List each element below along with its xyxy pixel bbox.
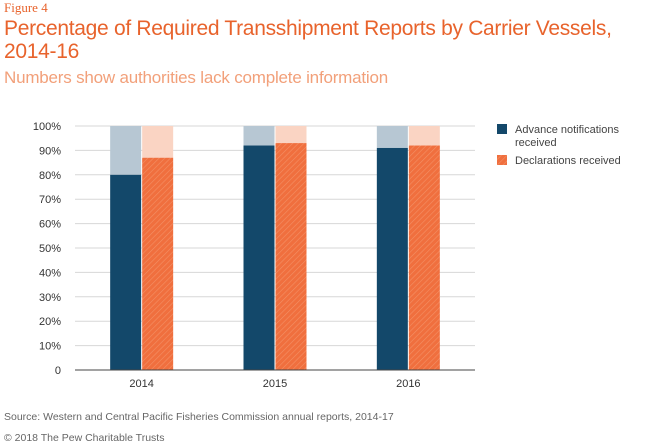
copyright-note: © 2018 The Pew Charitable Trusts	[4, 432, 165, 444]
bar-advance-notifications	[110, 174, 142, 370]
y-tick-label: 30%	[39, 292, 61, 304]
y-tick-label: 20%	[39, 316, 61, 328]
x-tick-label: 2016	[396, 378, 420, 390]
y-tick-label: 90%	[39, 145, 61, 157]
figure-label: Figure 4	[4, 0, 48, 15]
bars	[110, 126, 440, 370]
bar-advance-notifications	[243, 145, 275, 370]
bar-declarations-remainder	[408, 126, 440, 146]
bar-declarations	[408, 145, 440, 370]
bar-advance-remainder	[243, 126, 275, 146]
y-tick-label: 100%	[33, 121, 61, 133]
y-tick-label: 50%	[39, 243, 61, 255]
gridlines	[75, 125, 475, 347]
chart-title: Percentage of Required Transshipment Rep…	[4, 17, 612, 63]
bar-advance-notifications	[376, 147, 408, 370]
y-tick-label: 60%	[39, 219, 61, 231]
bar-declarations	[142, 157, 174, 370]
legend-swatch-advance	[497, 124, 507, 134]
legend-label-declarations: Declarations received	[515, 155, 621, 167]
bar-declarations-remainder	[275, 126, 307, 144]
y-tick-label: 80%	[39, 170, 61, 182]
y-tick-label: 10%	[39, 341, 61, 353]
legend: Advance notifications received Declaration…	[497, 124, 621, 167]
y-tick-label: 0	[55, 365, 61, 377]
bar-advance-remainder	[376, 126, 408, 148]
bar-declarations	[275, 143, 307, 370]
source-note: Source: Western and Central Pacific Fish…	[4, 411, 394, 423]
y-tick-label: 40%	[39, 267, 61, 279]
y-tick-label: 70%	[39, 194, 61, 206]
bar-chart: 0 10% 20% 30% 40% 50% 60% 70% 80% 90% 100% 2014 2015…	[33, 121, 621, 390]
x-tick-label: 2014	[129, 378, 153, 390]
bar-declarations-remainder	[142, 126, 174, 158]
axes: 0 10% 20% 30% 40% 50% 60% 70% 80% 90% 100% 2014 2015…	[33, 121, 475, 390]
x-tick-label: 2015	[263, 378, 287, 390]
legend-label-advance: Advance notifications received	[515, 124, 619, 149]
legend-swatch-declarations	[497, 155, 507, 165]
chart-subtitle: Numbers show authorities lack complete i…	[4, 68, 389, 87]
bar-advance-remainder	[110, 126, 142, 175]
